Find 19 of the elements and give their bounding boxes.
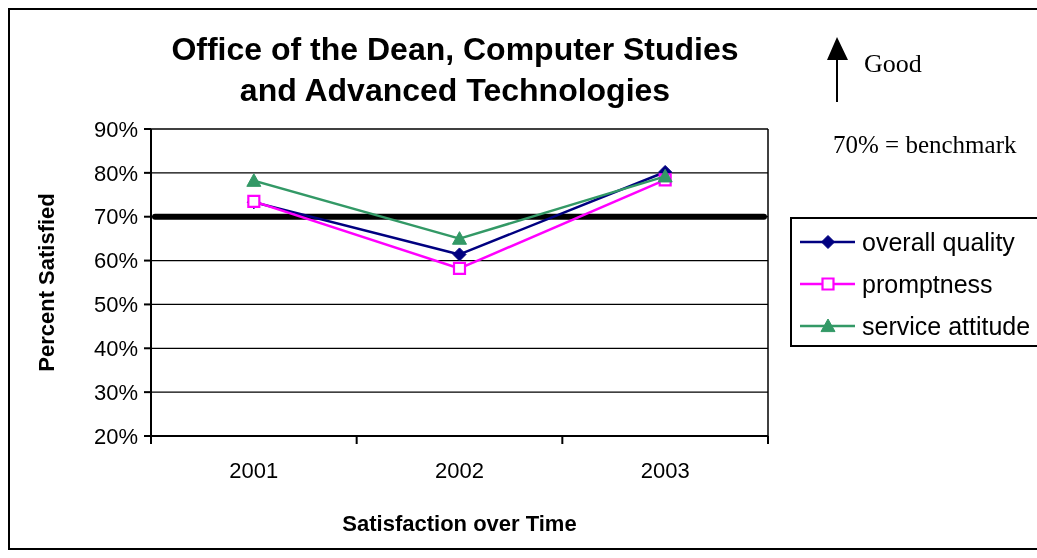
x-tick-label: 2003 — [640, 458, 690, 483]
x-axis-title: Satisfaction over Time — [342, 511, 577, 536]
y-tick-label: 70% — [93, 204, 138, 230]
legend-label: overall quality — [862, 227, 1016, 256]
y-axis-title: Percent Satisfied — [34, 193, 59, 372]
y-tick-label: 50% — [93, 292, 138, 318]
y-tick-label: 90% — [93, 116, 138, 142]
y-tick-label: 30% — [93, 379, 138, 405]
text: Good — [864, 49, 922, 78]
text: 70% = benchmark — [833, 131, 1017, 158]
x-tick-label: 2002 — [435, 458, 484, 483]
y-tick-label: 40% — [93, 335, 138, 361]
chart-title: Office of the Dean, Computer Studies and Advanced Technologies — [171, 31, 739, 108]
legend-label: service attitude — [862, 311, 1031, 340]
y-tick-label: 60% — [93, 248, 138, 274]
legend-label: promptness — [862, 269, 993, 298]
y-tick-label: 20% — [93, 423, 138, 449]
y-tick-label: 80% — [93, 160, 138, 186]
x-tick-label: 2001 — [229, 458, 279, 483]
